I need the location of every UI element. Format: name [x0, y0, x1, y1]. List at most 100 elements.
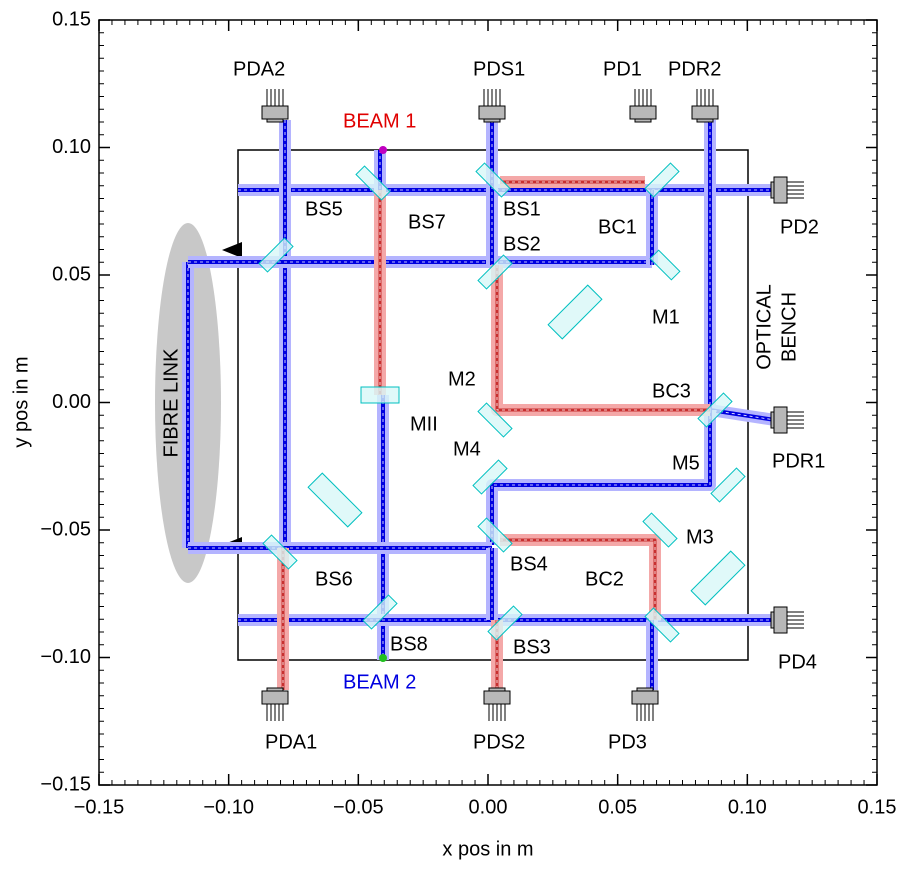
component-label: BS5	[305, 198, 343, 220]
photodiode-base	[770, 181, 775, 199]
beam	[490, 410, 712, 545]
beam-center	[709, 120, 776, 421]
y-tick-label: −0.10	[40, 646, 91, 668]
component-label: PDR2	[668, 58, 721, 80]
photodiode	[770, 606, 804, 634]
photodiode	[631, 687, 659, 721]
component-label: BC1	[598, 216, 637, 238]
photodiode-body	[773, 176, 788, 204]
optic	[710, 467, 746, 503]
optic	[477, 402, 513, 438]
photodiode-body	[478, 105, 506, 120]
component-label: BC2	[585, 568, 624, 590]
beam-glow	[500, 534, 661, 620]
component-label: BS7	[408, 211, 446, 233]
optics-layer	[258, 89, 804, 721]
beam	[708, 120, 776, 422]
photodiode-body	[773, 406, 788, 434]
y-axis-label: y pos in m	[10, 356, 32, 447]
component-label: BS1	[503, 198, 541, 220]
optic	[642, 512, 678, 548]
optic	[472, 459, 508, 495]
component-label: BC3	[652, 380, 691, 402]
beam-glow	[486, 410, 716, 545]
optic	[649, 249, 681, 281]
photodiode-base	[266, 687, 284, 692]
text-layer: PDA2 PDS1 PD1 PDR2 BEAM 1 BS7 BS1 BS5 BS…	[10, 58, 825, 860]
y-tick-label: 0.05	[52, 263, 91, 285]
component-label: M2	[448, 368, 476, 390]
y-tick-label: −0.15	[40, 773, 91, 795]
photodiode	[629, 89, 657, 123]
optic	[362, 594, 398, 630]
component-label: M5	[672, 452, 700, 474]
photodiode	[691, 89, 719, 123]
beam-label: BEAM 1	[343, 110, 416, 132]
photodiode	[261, 89, 289, 123]
component-label: PDS1	[473, 58, 525, 80]
photodiode-body	[631, 690, 659, 705]
photodiode-base	[266, 118, 284, 123]
component-label: PD1	[603, 58, 642, 80]
photodiode-body	[483, 690, 511, 705]
photodiode-body	[691, 105, 719, 120]
photodiode-body	[773, 606, 788, 634]
optic	[644, 162, 680, 198]
bench-label: OPTICAL	[753, 284, 775, 370]
optic	[475, 162, 511, 198]
x-tick-label: −0.05	[333, 796, 384, 818]
component-label: PD3	[608, 731, 647, 753]
photodiode	[770, 176, 804, 204]
photodiode-base	[770, 411, 775, 429]
photodiode-base	[696, 118, 714, 123]
component-label: BS4	[510, 553, 548, 575]
optic	[697, 392, 733, 428]
component-label: M1	[652, 306, 680, 328]
beam-center	[500, 539, 656, 620]
optic	[360, 386, 400, 404]
photodiode-base	[488, 687, 506, 692]
component-label: BS6	[315, 568, 353, 590]
photodiode-base	[770, 611, 775, 629]
photodiode-body	[629, 105, 657, 120]
component-label: PD4	[778, 651, 817, 673]
x-tick-label: 0.00	[469, 796, 508, 818]
optic	[262, 534, 298, 570]
beam-endpoint	[379, 654, 387, 662]
optic	[258, 237, 294, 273]
x-axis-label: x pos in m	[442, 838, 533, 860]
optic	[477, 517, 513, 553]
component-label: BS8	[390, 633, 428, 655]
photodiode-body	[261, 105, 289, 120]
y-tick-label: 0.10	[52, 136, 91, 158]
component-label: M3	[686, 526, 714, 548]
beam-layer	[182, 120, 776, 690]
photodiode	[483, 687, 511, 721]
component-label: PD2	[780, 216, 819, 238]
component-label: BS3	[513, 636, 551, 658]
component-label: PDA2	[233, 58, 285, 80]
photodiode-body	[261, 690, 289, 705]
x-tick-label: 0.10	[728, 796, 767, 818]
beam-glow	[704, 120, 776, 426]
photodiode	[770, 406, 804, 434]
bench-label: BENCH	[778, 292, 800, 362]
optic	[690, 550, 746, 606]
x-tick-label: −0.15	[74, 796, 125, 818]
optic	[307, 472, 363, 528]
y-tick-label: −0.05	[40, 518, 91, 540]
beam-label: BEAM 2	[343, 671, 416, 693]
optic	[477, 254, 513, 290]
beam	[500, 538, 657, 620]
beam-center	[496, 265, 710, 411]
y-tick-label: 0.15	[52, 8, 91, 30]
y-tick-label: 0.00	[52, 391, 91, 413]
photodiode	[261, 687, 289, 721]
photodiode-base	[483, 118, 501, 123]
photodiode	[478, 89, 506, 123]
x-tick-label: 0.15	[858, 796, 897, 818]
component-label: MII	[410, 413, 438, 435]
photodiode-base	[634, 118, 652, 123]
beam-center	[491, 410, 711, 545]
